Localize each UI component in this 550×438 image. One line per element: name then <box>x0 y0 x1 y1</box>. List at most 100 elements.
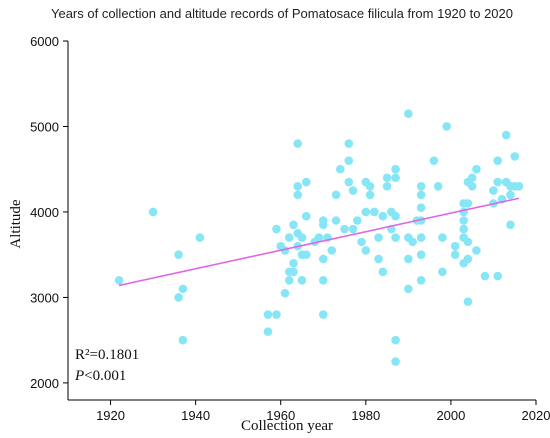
data-point <box>438 233 447 242</box>
x-tick-label: 2000 <box>436 408 465 423</box>
data-point <box>506 220 515 230</box>
data-point <box>263 310 273 319</box>
data-point <box>463 199 473 208</box>
data-point <box>348 186 358 195</box>
data-point <box>438 267 447 277</box>
data-point <box>416 182 426 191</box>
data-point <box>450 241 460 251</box>
data-point <box>506 190 515 200</box>
data-point <box>335 164 345 174</box>
p-value-threshold: <0.001 <box>84 368 126 384</box>
data-point <box>374 254 383 264</box>
data-point <box>314 233 324 242</box>
data-point <box>301 250 311 259</box>
data-point <box>391 335 400 345</box>
data-point <box>272 310 281 319</box>
data-point <box>459 224 468 234</box>
data-point <box>370 207 379 217</box>
data-point <box>293 190 303 200</box>
data-point <box>195 233 205 242</box>
data-point <box>301 211 311 221</box>
data-point <box>433 182 443 191</box>
data-point <box>263 327 273 336</box>
data-point <box>327 246 337 255</box>
x-tick-label: 1920 <box>96 408 125 423</box>
y-tick-label: 3000 <box>30 290 59 305</box>
data-point <box>463 237 473 247</box>
data-point <box>344 139 354 148</box>
data-point <box>391 164 400 174</box>
data-point <box>361 246 371 255</box>
data-point <box>467 173 477 183</box>
y-tick-label: 5000 <box>30 119 59 134</box>
chart-title: Years of collection and altitude records… <box>51 6 513 21</box>
data-point <box>114 276 124 285</box>
data-point <box>348 224 358 234</box>
data-point <box>404 254 413 264</box>
data-point <box>459 216 468 225</box>
data-point <box>344 156 354 165</box>
data-point <box>467 182 477 191</box>
data-point <box>510 152 520 161</box>
data-point <box>148 207 158 217</box>
data-point <box>331 190 341 200</box>
data-point <box>493 271 503 281</box>
data-point <box>344 177 354 187</box>
data-point <box>450 250 460 259</box>
data-point <box>374 233 383 242</box>
data-point <box>353 216 362 225</box>
data-point <box>391 211 400 221</box>
data-point <box>318 310 328 319</box>
data-point <box>463 297 473 307</box>
data-point <box>174 250 183 259</box>
data-point <box>340 224 349 234</box>
data-point <box>289 267 298 277</box>
x-tick-label: 1960 <box>266 408 295 423</box>
r-squared-label: R²=0.1801 <box>75 347 139 363</box>
data-point <box>391 233 400 242</box>
data-point <box>293 139 303 148</box>
data-point <box>318 220 328 230</box>
data-point <box>416 203 426 212</box>
data-point <box>284 276 294 285</box>
data-points <box>114 109 524 366</box>
x-tick-label: 1980 <box>351 408 380 423</box>
y-axis-label: Altitude <box>8 199 24 249</box>
data-point <box>331 216 341 225</box>
data-point <box>293 182 303 191</box>
data-point <box>404 284 413 294</box>
trend-line <box>118 197 520 287</box>
data-point <box>365 190 375 200</box>
data-point <box>280 288 290 298</box>
data-point <box>416 233 426 242</box>
data-point <box>357 237 366 247</box>
data-point <box>289 258 298 268</box>
data-point <box>178 284 188 294</box>
data-point <box>408 237 417 247</box>
data-point <box>289 220 298 230</box>
data-point <box>382 182 392 191</box>
data-point <box>442 122 451 131</box>
data-point <box>489 186 498 195</box>
data-point <box>297 233 307 242</box>
data-point <box>178 335 188 345</box>
data-point <box>297 276 307 285</box>
data-point <box>272 224 281 234</box>
data-point <box>318 254 328 264</box>
y-tick-label: 4000 <box>30 205 59 220</box>
data-point <box>301 177 311 187</box>
data-point <box>284 233 294 242</box>
x-axis-label: Collection year <box>241 418 333 434</box>
data-point <box>472 164 481 174</box>
data-point <box>174 293 183 302</box>
data-point <box>416 250 426 259</box>
data-point <box>480 271 490 281</box>
data-point <box>429 156 439 165</box>
data-point <box>493 156 503 165</box>
data-point <box>382 173 392 183</box>
x-tick-label: 2020 <box>522 408 550 423</box>
data-point <box>493 177 503 187</box>
data-point <box>365 182 375 191</box>
